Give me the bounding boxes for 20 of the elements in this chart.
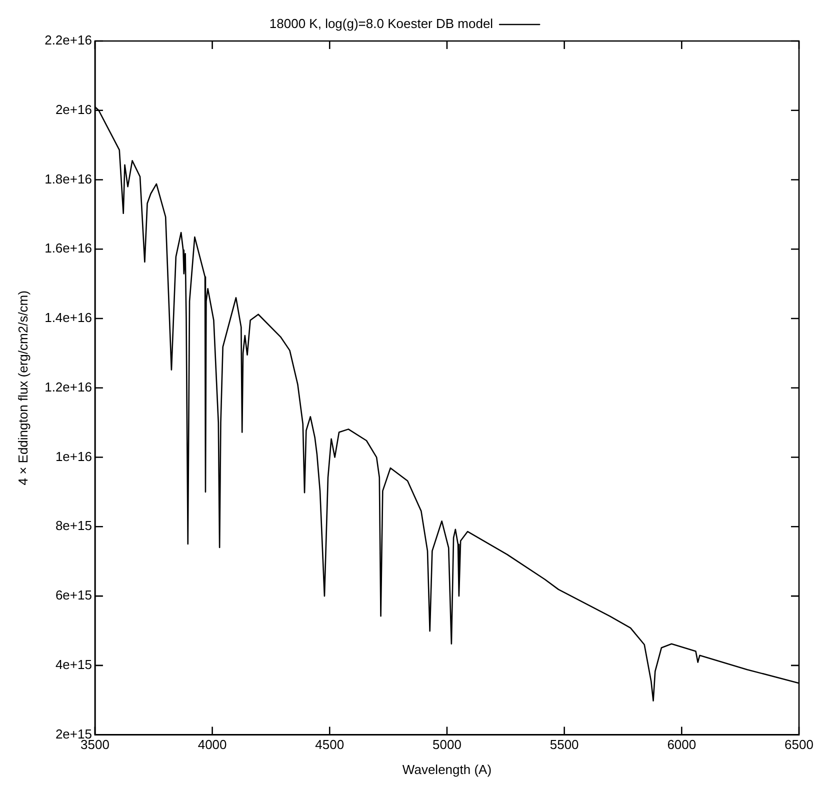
y-tick-label: 8e+15 — [55, 518, 92, 534]
y-tick-label: 1.6e+16 — [44, 240, 92, 256]
y-tick-label: 1.8e+16 — [44, 171, 92, 186]
x-tick-label: 6500 — [784, 737, 814, 752]
x-tick-label: 4500 — [315, 737, 344, 752]
x-tick-label: 5000 — [432, 737, 462, 752]
x-tick-label: 6000 — [667, 737, 696, 752]
x-tick-label: 4000 — [198, 737, 227, 752]
y-tick-label: 2.2e+16 — [44, 32, 92, 48]
x-tick-label: 5500 — [550, 737, 579, 752]
y-tick-label: 1.2e+16 — [44, 379, 92, 394]
x-axis-title: Wavelength (A) — [402, 762, 492, 777]
y-tick-label: 1e+16 — [55, 448, 92, 464]
y-tick-label: 6e+15 — [55, 588, 92, 603]
legend-label: 18000 K, log(g)=8.0 Koester DB model — [269, 16, 494, 32]
y-axis-title: 4 × Eddington flux (erg/cm2/s/cm) — [15, 290, 30, 486]
y-tick-label: 4e+15 — [55, 657, 92, 672]
y-tick-label: 1.4e+16 — [44, 310, 92, 326]
y-tick-label: 2e+15 — [55, 726, 92, 742]
y-tick-label: 2e+16 — [55, 102, 92, 117]
